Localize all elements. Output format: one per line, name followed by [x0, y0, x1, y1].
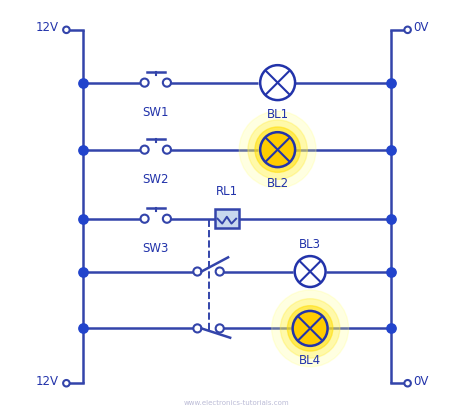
- Point: [79, 268, 86, 275]
- Circle shape: [163, 79, 171, 87]
- Text: 12V: 12V: [35, 375, 58, 388]
- Circle shape: [216, 267, 224, 276]
- Text: 0V: 0V: [414, 375, 429, 388]
- Point: [79, 146, 86, 153]
- Bar: [215, 209, 239, 229]
- Point: [388, 79, 395, 86]
- Text: 0V: 0V: [414, 21, 429, 34]
- Circle shape: [193, 267, 201, 276]
- Circle shape: [140, 79, 149, 87]
- Text: BL1: BL1: [266, 108, 289, 121]
- Circle shape: [287, 306, 333, 351]
- Point: [388, 146, 395, 153]
- Point: [388, 325, 395, 332]
- Point: [79, 216, 86, 222]
- Text: SW3: SW3: [143, 242, 169, 255]
- Circle shape: [193, 324, 201, 333]
- Text: 12V: 12V: [35, 21, 58, 34]
- Circle shape: [404, 27, 411, 33]
- Text: RL1: RL1: [216, 184, 238, 198]
- Circle shape: [255, 127, 301, 172]
- Text: BL2: BL2: [266, 177, 289, 190]
- Circle shape: [140, 146, 149, 154]
- Circle shape: [248, 120, 307, 180]
- Point: [79, 79, 86, 86]
- Text: SW2: SW2: [143, 173, 169, 186]
- Circle shape: [140, 215, 149, 223]
- Circle shape: [163, 146, 171, 154]
- Text: BL3: BL3: [299, 238, 321, 251]
- Text: www.electronics-tutorials.com: www.electronics-tutorials.com: [184, 400, 290, 406]
- Circle shape: [260, 65, 295, 100]
- Text: SW1: SW1: [143, 106, 169, 119]
- Circle shape: [281, 299, 340, 358]
- Circle shape: [163, 215, 171, 223]
- Circle shape: [63, 27, 70, 33]
- Circle shape: [295, 256, 326, 287]
- Point: [79, 325, 86, 332]
- Circle shape: [239, 111, 316, 188]
- Point: [388, 216, 395, 222]
- Circle shape: [272, 290, 348, 367]
- Circle shape: [404, 380, 411, 387]
- Circle shape: [292, 311, 328, 346]
- Circle shape: [63, 380, 70, 387]
- Circle shape: [216, 324, 224, 333]
- Circle shape: [260, 132, 295, 167]
- Point: [388, 268, 395, 275]
- Text: BL4: BL4: [299, 354, 321, 367]
